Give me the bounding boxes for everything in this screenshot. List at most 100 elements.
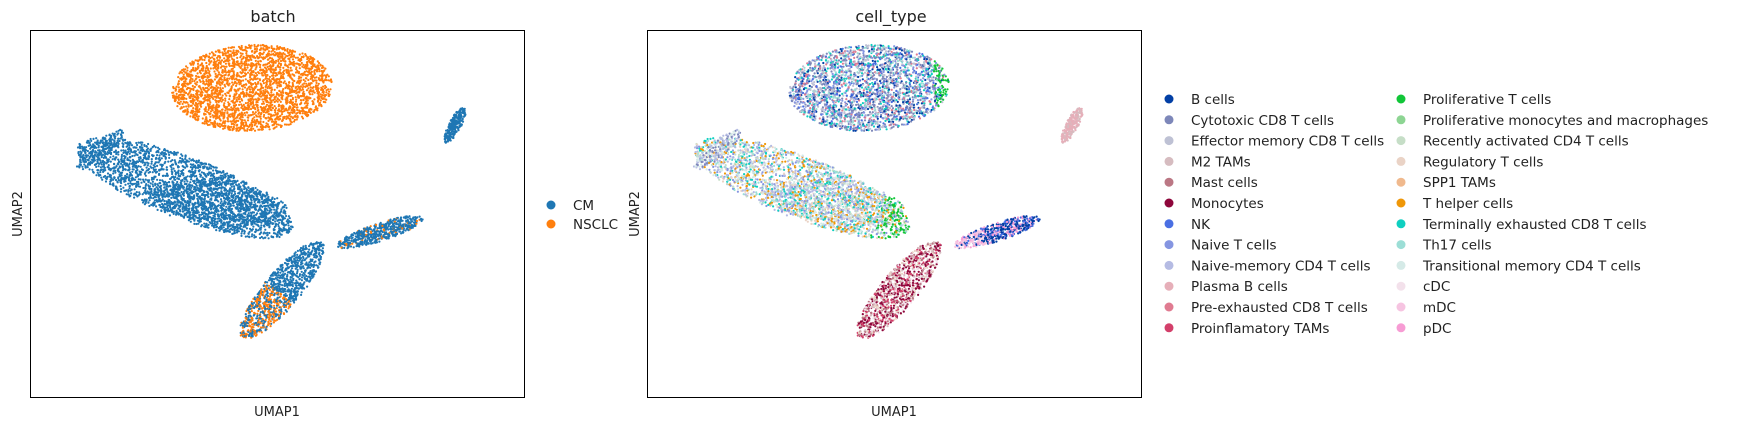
batch-point bbox=[205, 193, 208, 196]
batch-point bbox=[204, 99, 207, 102]
batch-point bbox=[238, 117, 241, 120]
batch-point bbox=[227, 84, 230, 87]
batch-point bbox=[280, 93, 283, 96]
batch-point bbox=[198, 56, 202, 59]
batch-point bbox=[328, 90, 331, 93]
batch-point bbox=[267, 116, 270, 119]
batch-point bbox=[268, 80, 271, 83]
batch-point bbox=[258, 94, 261, 97]
batch-point bbox=[257, 218, 260, 221]
batch-point bbox=[233, 60, 236, 63]
batch-point bbox=[307, 78, 310, 82]
batch-point bbox=[262, 115, 265, 118]
batch-point bbox=[280, 72, 283, 75]
batch-point bbox=[248, 88, 251, 91]
batch-point bbox=[235, 51, 238, 54]
batch-point bbox=[148, 199, 151, 202]
batch-point bbox=[304, 67, 307, 70]
batch-point bbox=[221, 98, 224, 101]
batch-point bbox=[319, 63, 322, 66]
batch-point bbox=[175, 85, 178, 88]
batch-point bbox=[191, 84, 194, 88]
batch-point bbox=[208, 166, 211, 169]
batch-point bbox=[235, 231, 239, 234]
batch-point bbox=[287, 108, 290, 111]
batch-point bbox=[235, 215, 238, 218]
batch-point bbox=[135, 141, 138, 145]
batch-point bbox=[274, 223, 277, 226]
batch-point bbox=[288, 81, 291, 84]
batch-point bbox=[262, 120, 265, 124]
batch-point bbox=[301, 107, 304, 110]
batch-point bbox=[107, 164, 110, 167]
batch-point bbox=[127, 190, 130, 193]
batch-point bbox=[215, 178, 218, 181]
batch-point bbox=[268, 113, 271, 116]
batch-point bbox=[312, 64, 315, 67]
batch-point bbox=[212, 54, 215, 57]
batch-point bbox=[270, 211, 273, 214]
batch-point bbox=[273, 109, 276, 112]
batch-point bbox=[283, 224, 286, 227]
batch-point bbox=[143, 180, 146, 184]
batch-point bbox=[223, 102, 226, 105]
batch-point bbox=[200, 178, 204, 182]
batch-point bbox=[262, 106, 265, 110]
batch-point bbox=[255, 66, 258, 69]
batch-point bbox=[223, 124, 226, 127]
batch-point bbox=[173, 178, 176, 181]
batch-point bbox=[171, 171, 174, 174]
batch-point bbox=[134, 171, 137, 174]
batch-point bbox=[256, 88, 260, 91]
batch-point bbox=[221, 74, 224, 78]
batch-point bbox=[267, 105, 270, 108]
batch-point bbox=[298, 53, 301, 56]
batch-point bbox=[250, 199, 253, 202]
batch-point bbox=[192, 115, 195, 118]
batch-point bbox=[141, 149, 144, 153]
batch-point bbox=[271, 49, 275, 52]
batch-point bbox=[224, 47, 227, 50]
batch-point bbox=[255, 74, 259, 77]
batch-point bbox=[264, 48, 267, 51]
batch-point bbox=[256, 101, 259, 104]
batch-point bbox=[246, 119, 250, 122]
batch-point bbox=[123, 180, 126, 183]
batch-point bbox=[121, 142, 124, 145]
batch-point bbox=[288, 91, 291, 94]
batch-point bbox=[224, 120, 227, 123]
batch-point bbox=[287, 111, 290, 114]
batch-point bbox=[211, 96, 214, 99]
batch-point bbox=[223, 104, 226, 108]
batch-point bbox=[251, 233, 254, 236]
batch-point bbox=[244, 78, 247, 81]
batch-point bbox=[124, 189, 127, 192]
batch-point bbox=[198, 108, 201, 111]
batch-point bbox=[291, 49, 294, 52]
batch-point bbox=[254, 108, 257, 111]
batch-point bbox=[233, 93, 236, 96]
batch-point bbox=[193, 79, 196, 83]
batch-point bbox=[79, 154, 82, 157]
batch-point bbox=[288, 49, 292, 52]
batch-point bbox=[218, 118, 221, 121]
batch-point bbox=[255, 62, 258, 65]
batch-point bbox=[153, 175, 156, 178]
batch-point bbox=[317, 61, 321, 65]
batch-point bbox=[214, 62, 217, 66]
batch-point bbox=[247, 58, 250, 62]
batch-point bbox=[205, 222, 208, 225]
batch-point bbox=[182, 73, 185, 76]
batch-point bbox=[273, 50, 276, 53]
batch-point bbox=[144, 155, 147, 158]
batch-point bbox=[254, 68, 257, 71]
batch-point bbox=[287, 228, 290, 231]
batch-point bbox=[258, 52, 261, 55]
batch-point bbox=[273, 105, 276, 108]
batch-point bbox=[102, 165, 106, 168]
batch-point bbox=[133, 154, 136, 157]
batch-point bbox=[239, 125, 243, 128]
batch-point bbox=[184, 101, 187, 104]
batch-point bbox=[231, 70, 234, 73]
batch-point bbox=[129, 180, 132, 183]
